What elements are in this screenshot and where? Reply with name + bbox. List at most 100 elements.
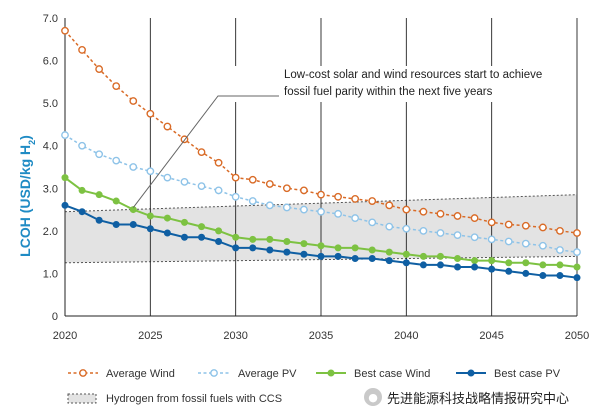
point-best-case-pv-2035 — [317, 252, 325, 260]
legend-marker-best-case-pv — [467, 369, 475, 377]
point-average-wind-2021 — [78, 46, 86, 54]
point-average-pv-2031 — [248, 197, 257, 205]
point-average-pv-2039 — [385, 222, 394, 231]
point-best-case-wind-2031 — [249, 235, 257, 243]
point-average-pv-2036 — [334, 209, 342, 218]
legend-item-average-wind: Average Wind — [68, 368, 175, 380]
y-tick-label-2: 2.0 — [43, 226, 58, 238]
point-best-case-wind-2027 — [180, 218, 188, 226]
point-average-wind-2036 — [334, 192, 342, 201]
point-average-pv-2025 — [146, 167, 155, 176]
point-average-pv-2028 — [197, 182, 206, 191]
point-best-case-wind-2025 — [146, 212, 154, 220]
point-best-case-pv-2025 — [146, 225, 154, 233]
point-best-case-pv-2027 — [180, 233, 188, 241]
x-tick-label-2040: 2040 — [394, 330, 418, 342]
point-average-wind-2035 — [317, 190, 325, 199]
point-average-pv-2040 — [402, 224, 411, 233]
y-tick-label-5: 5.0 — [43, 98, 58, 110]
point-best-case-pv-2034 — [300, 250, 308, 258]
wechat-icon: ● — [364, 388, 382, 406]
point-best-case-wind-2038 — [368, 246, 376, 254]
point-average-pv-2048 — [538, 241, 547, 250]
y-tick-label-4: 4.0 — [43, 141, 58, 153]
y-tick-label-1: 1.0 — [43, 268, 58, 280]
legend-swatch-fossil-ccs — [67, 393, 97, 404]
legend-item-best-case-wind: Best case Wind — [316, 368, 430, 380]
point-best-case-pv-2031 — [249, 244, 257, 252]
point-best-case-pv-2047 — [522, 269, 530, 277]
x-tick-label-2045: 2045 — [479, 330, 503, 342]
point-average-pv-2022 — [95, 150, 104, 159]
point-best-case-wind-2036 — [334, 244, 342, 252]
point-best-case-pv-2041 — [419, 261, 427, 269]
point-average-wind-2023 — [112, 82, 121, 91]
point-average-wind-2038 — [368, 197, 377, 205]
point-best-case-pv-2021 — [78, 208, 86, 216]
series-best-case-wind — [61, 174, 581, 271]
point-average-wind-2032 — [265, 180, 274, 188]
point-best-case-wind-2022 — [95, 191, 103, 199]
y-axis-label: LCOH (USD/kg H2) — [17, 135, 37, 257]
point-best-case-wind-2049 — [556, 261, 564, 269]
point-average-wind-2037 — [351, 195, 360, 203]
point-average-wind-2022 — [95, 65, 104, 73]
point-best-case-pv-2040 — [402, 259, 410, 267]
point-average-pv-2038 — [368, 218, 377, 227]
point-best-case-wind-2023 — [112, 197, 120, 205]
point-average-wind-2046 — [504, 220, 513, 229]
point-best-case-wind-2045 — [488, 257, 496, 265]
x-tick-label-2025: 2025 — [138, 330, 162, 342]
series-lines — [61, 26, 581, 282]
point-best-case-wind-2029 — [215, 227, 223, 235]
legend-marker-average-wind — [79, 369, 87, 377]
point-best-case-pv-2024 — [129, 220, 137, 228]
point-average-wind-2049 — [556, 226, 564, 235]
point-average-pv-2035 — [317, 207, 325, 216]
point-best-case-pv-2020 — [61, 201, 69, 209]
point-best-case-pv-2029 — [215, 238, 223, 245]
point-best-case-wind-2039 — [385, 248, 393, 256]
point-best-case-pv-2028 — [198, 233, 206, 241]
point-average-wind-2048 — [538, 223, 547, 232]
point-best-case-pv-2033 — [283, 248, 291, 256]
series-best-case-pv — [61, 201, 581, 282]
point-best-case-wind-2037 — [351, 244, 359, 252]
point-average-pv-2037 — [351, 214, 360, 222]
legend-label-best-case-pv: Best case PV — [494, 368, 561, 380]
y-tick-label-3: 3.0 — [43, 183, 58, 195]
point-best-case-pv-2044 — [471, 263, 479, 271]
point-average-wind-2050 — [573, 229, 581, 237]
point-best-case-pv-2026 — [163, 229, 171, 237]
point-best-case-pv-2049 — [556, 272, 564, 280]
point-best-case-wind-2046 — [505, 259, 513, 267]
point-average-pv-2047 — [521, 239, 530, 248]
point-best-case-pv-2043 — [454, 263, 462, 271]
legend-marker-best-case-wind — [327, 369, 335, 377]
point-best-case-pv-2038 — [368, 255, 376, 263]
legend-item-average-pv: Average PV — [198, 368, 297, 380]
point-best-case-wind-2032 — [266, 235, 274, 243]
point-average-wind-2041 — [419, 207, 428, 216]
point-average-wind-2030 — [231, 173, 240, 182]
point-average-pv-2024 — [129, 163, 138, 171]
point-best-case-wind-2021 — [78, 186, 86, 194]
point-average-wind-2033 — [282, 184, 291, 193]
point-average-pv-2023 — [112, 156, 121, 165]
series-average-wind — [61, 26, 581, 237]
point-best-case-wind-2030 — [232, 233, 240, 241]
point-best-case-wind-2028 — [198, 223, 206, 231]
y-tick-label-7: 7.0 — [43, 13, 58, 25]
x-tick-label-2030: 2030 — [223, 330, 247, 342]
annotation-line-2: fossil fuel parity within the next five … — [284, 86, 493, 98]
point-average-wind-2040 — [402, 205, 411, 214]
legend-item-best-case-pv: Best case PV — [456, 368, 561, 380]
legend-item-fossil-ccs: Hydrogen from fossil fuels with CCS — [67, 393, 282, 405]
point-best-case-pv-2045 — [488, 265, 496, 273]
annotation-line-1: Low-cost solar and wind resources start … — [284, 69, 542, 81]
point-average-pv-2033 — [282, 203, 291, 212]
point-average-pv-2041 — [419, 226, 428, 235]
point-best-case-pv-2050 — [573, 274, 581, 282]
point-best-case-pv-2042 — [436, 261, 444, 269]
watermark-text: 先进能源科技战略情报研究中心 — [387, 391, 570, 407]
